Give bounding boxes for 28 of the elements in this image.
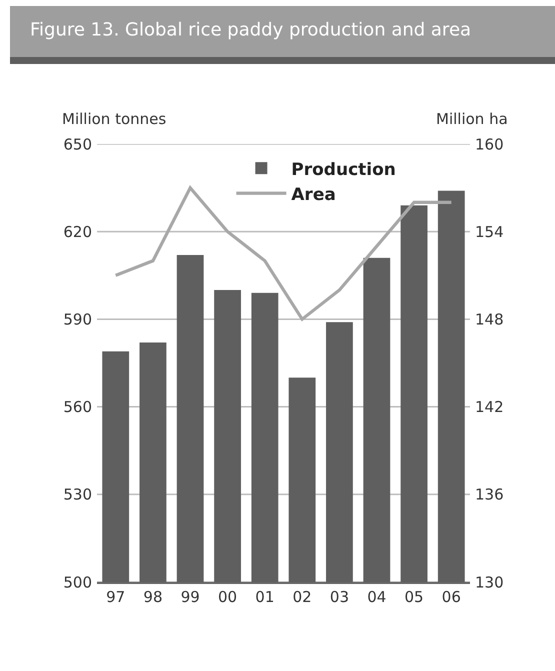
x-tick-label: 04 xyxy=(367,588,386,606)
y2-tick-label: 142 xyxy=(475,398,504,416)
y2-tick-label: 148 xyxy=(475,310,504,328)
legend-label: Area xyxy=(291,184,336,205)
y2-tick-label: 160 xyxy=(475,135,504,154)
y-axis-title: Million tonnes xyxy=(62,110,166,128)
y2-tick-label: 130 xyxy=(475,573,504,592)
y-tick-label: 620 xyxy=(63,222,92,241)
y-tick-label: 590 xyxy=(63,310,92,328)
x-tick-label: 01 xyxy=(255,588,274,606)
chart-title: Figure 13. Global rice paddy production and area xyxy=(30,19,472,40)
x-tick-label: 97 xyxy=(106,588,126,606)
x-tick-label: 03 xyxy=(330,588,349,606)
y2-tick-label: 154 xyxy=(475,222,504,241)
x-tick-label: 99 xyxy=(180,588,200,606)
x-tick-label: 00 xyxy=(218,588,238,606)
legend-label: Production xyxy=(291,160,396,180)
x-tick-label: 98 xyxy=(143,588,162,606)
y-tick-label: 500 xyxy=(63,573,92,592)
y-tick-label: 650 xyxy=(63,135,92,154)
y2-tick-label: 136 xyxy=(475,486,504,504)
x-tick-label: 02 xyxy=(292,588,312,606)
y2-axis-title: Million ha xyxy=(436,110,508,128)
y-tick-label: 560 xyxy=(63,398,92,416)
x-tick-label: 05 xyxy=(404,588,424,606)
line-series xyxy=(114,186,453,321)
y-tick-label: 530 xyxy=(63,486,92,504)
x-tick-label: 06 xyxy=(442,588,461,606)
